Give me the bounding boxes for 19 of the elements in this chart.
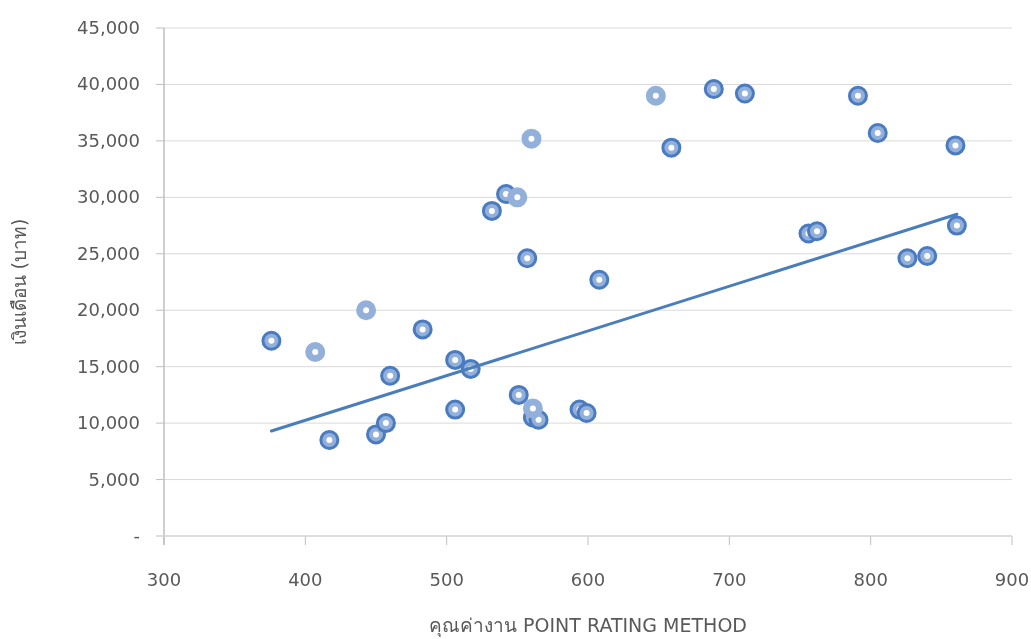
y-tick-label: 20,000 [77, 299, 140, 321]
y-tick-label: 45,000 [77, 17, 140, 38]
y-tick-label: 35,000 [77, 129, 140, 151]
x-tick-label: 600 [570, 569, 606, 590]
x-tick-label: 300 [146, 569, 182, 590]
y-tick-label: 30,000 [77, 186, 140, 208]
x-tick-label: 500 [429, 569, 464, 590]
x-tick-label: 800 [853, 569, 888, 590]
x-tick-label: 900 [994, 569, 1030, 590]
y-tick-label: 5,000 [88, 468, 140, 490]
x-tick-label: 700 [712, 569, 747, 590]
x-axis-title: คุณค่างาน POINT RATING METHOD [429, 614, 747, 638]
y-tick-label: 40,000 [77, 73, 140, 95]
y-tick-label: 10,000 [77, 412, 140, 434]
y-axis-title: เงินเดือน (บาท) [8, 218, 30, 346]
y-tick-label: 15,000 [77, 355, 140, 377]
y-tick-label: 25,000 [77, 242, 140, 264]
x-tick-label: 400 [288, 569, 323, 590]
y-tick-label: - [133, 525, 140, 546]
